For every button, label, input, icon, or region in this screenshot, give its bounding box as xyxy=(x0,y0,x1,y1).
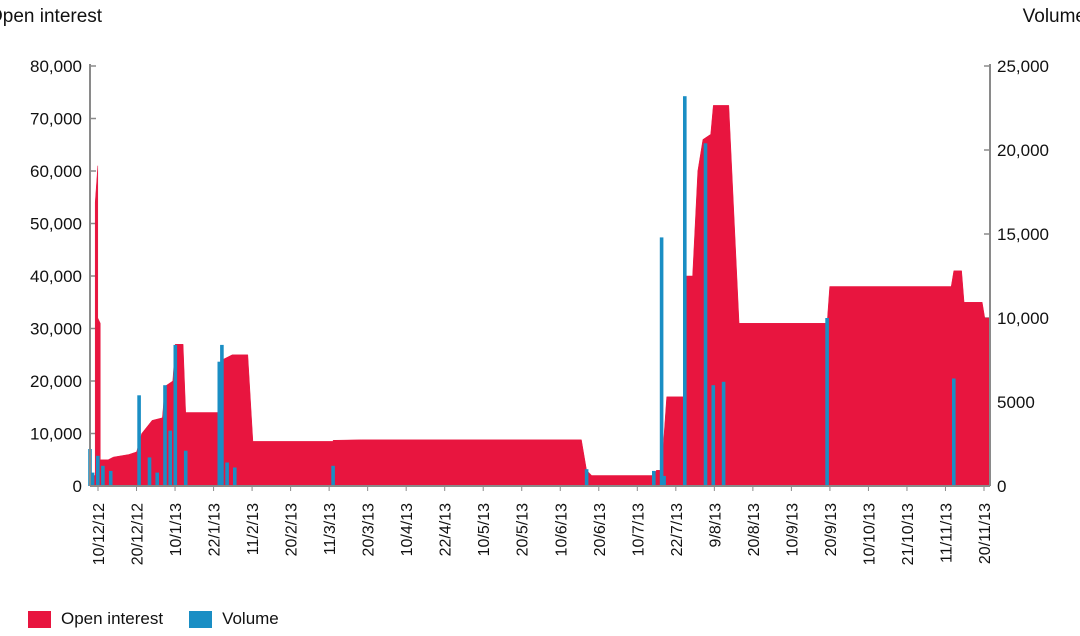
open-interest-area xyxy=(89,105,991,487)
volume-bar xyxy=(168,430,172,486)
right-tick-label: 0 xyxy=(997,477,1006,496)
x-tick-label: 10/6/13 xyxy=(553,503,570,556)
right-axis-ticks: 0 5000 10,000 15,000 20,000 25,000 xyxy=(984,57,1049,496)
x-tick-label: 11/2/13 xyxy=(245,503,262,555)
left-tick-label: 10,000 xyxy=(30,425,82,444)
legend-label-open-interest: Open interest xyxy=(61,609,164,628)
volume-bar xyxy=(147,457,152,486)
volume-bar xyxy=(96,455,100,486)
volume-bar xyxy=(101,465,105,486)
volume-bar xyxy=(662,475,666,486)
x-tick-label: 22/4/13 xyxy=(438,503,455,556)
x-tick-label: 20/5/13 xyxy=(515,503,532,556)
volume-bar xyxy=(584,469,589,486)
volume-bar xyxy=(659,237,664,486)
volume-bar xyxy=(952,378,956,486)
volume-bar xyxy=(108,470,113,486)
volume-bar xyxy=(825,318,829,486)
x-tick-label: 9/8/13 xyxy=(707,503,724,548)
left-tick-label: 40,000 xyxy=(30,267,82,286)
volume-bar xyxy=(90,472,95,486)
volume-bar xyxy=(225,462,229,486)
right-tick-label: 15,000 xyxy=(997,225,1049,244)
x-tick-label: 11/11/13 xyxy=(939,503,956,563)
right-tick-label: 10,000 xyxy=(997,309,1049,328)
volume-bar xyxy=(703,143,708,487)
volume-bar xyxy=(721,381,726,486)
left-tick-label: 0 xyxy=(73,477,82,496)
left-tick-label: 80,000 xyxy=(30,57,82,76)
volume-bars-layer xyxy=(88,96,956,487)
x-tick-label: 10/7/13 xyxy=(630,503,647,556)
x-tick-label: 20/3/13 xyxy=(361,503,378,556)
volume-bar xyxy=(173,344,178,486)
x-tick-label: 10/10/13 xyxy=(861,503,878,565)
volume-bar xyxy=(331,465,335,486)
x-tick-label: 10/9/13 xyxy=(784,503,801,556)
volume-bar xyxy=(220,344,224,486)
left-tick-label: 50,000 xyxy=(30,215,82,234)
volume-bar xyxy=(163,385,167,486)
chart-canvas: 0 10,000 20,000 30,000 40,000 50,000 60,000 70,… xyxy=(30,57,1049,565)
x-tick-label: 20/8/13 xyxy=(746,503,763,556)
x-tick-label: 10/5/13 xyxy=(476,503,493,556)
right-tick-label: 25,000 xyxy=(997,57,1049,76)
x-tick-label: 20/12/12 xyxy=(130,503,147,565)
open-interest-area-layer xyxy=(89,105,991,487)
legend-swatch-open-interest xyxy=(28,610,51,628)
left-tick-label: 70,000 xyxy=(30,110,82,129)
volume-bar xyxy=(233,467,237,486)
left-axis-title: Open interest xyxy=(0,6,103,27)
x-tick-label: 11/3/13 xyxy=(322,503,339,555)
x-tick-label: 10/12/12 xyxy=(91,503,108,565)
x-tick-label: 20/6/13 xyxy=(592,503,609,556)
legend-item-open-interest: Open interest xyxy=(28,609,163,629)
volume-bar xyxy=(683,96,687,486)
volume-bar xyxy=(183,450,188,486)
right-axis-title: Volume xyxy=(1022,6,1080,27)
x-tick-label: 22/7/13 xyxy=(669,503,686,556)
legend-swatch-volume xyxy=(189,610,213,628)
left-tick-label: 20,000 xyxy=(30,372,82,391)
legend-label-volume: Volume xyxy=(222,609,279,628)
volume-bar xyxy=(711,385,716,486)
volume-bar xyxy=(652,470,656,486)
left-tick-label: 30,000 xyxy=(30,320,82,339)
volume-bar xyxy=(155,472,159,486)
x-tick-label: 20/9/13 xyxy=(823,503,840,556)
x-tick-label: 20/2/13 xyxy=(284,503,301,556)
right-tick-label: 20,000 xyxy=(997,141,1049,160)
x-axis-ticks: 10/12/12 20/12/12 10/1/13 22/1/13 11/2/13 20/… xyxy=(91,486,994,565)
left-tick-label: 60,000 xyxy=(30,162,82,181)
x-tick-label: 10/4/13 xyxy=(399,503,416,556)
x-tick-label: 21/10/13 xyxy=(900,503,917,565)
x-tick-label: 22/1/13 xyxy=(207,503,224,556)
left-axis-ticks: 0 10,000 20,000 30,000 40,000 50,000 60,000 70,… xyxy=(30,57,96,496)
volume-bar xyxy=(137,395,141,486)
legend-item-volume: Volume xyxy=(189,609,279,629)
x-tick-label: 10/1/13 xyxy=(168,503,185,556)
axis-lines xyxy=(89,64,991,487)
x-tick-label: 20/11/13 xyxy=(977,503,994,564)
volume-bar xyxy=(217,361,222,486)
legend: Open interest Volume xyxy=(28,606,305,632)
right-tick-label: 5000 xyxy=(997,393,1035,412)
